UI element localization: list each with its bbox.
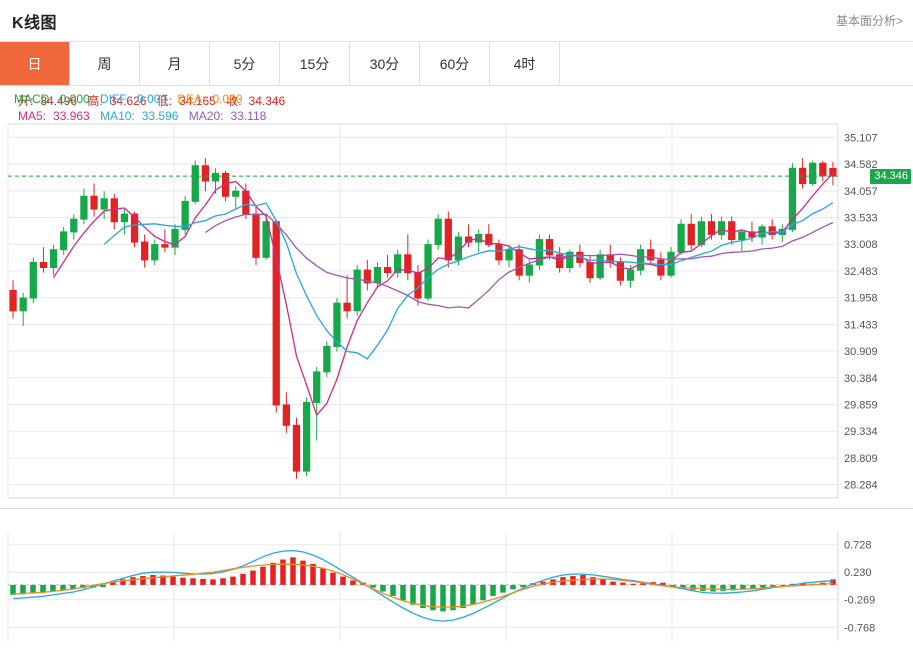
svg-text:0.728: 0.728 <box>844 540 872 552</box>
svg-text:-0.269: -0.269 <box>844 595 875 607</box>
svg-text:29.859: 29.859 <box>844 400 878 412</box>
svg-text:28.284: 28.284 <box>844 480 878 492</box>
tab-30min[interactable]: 30分 <box>350 42 420 85</box>
svg-text:33.533: 33.533 <box>844 213 878 225</box>
tab-5min[interactable]: 5分 <box>210 42 280 85</box>
macd-plot: 0.728 0.230 -0.269 -0.768 <box>7 531 875 641</box>
svg-text:32.483: 32.483 <box>844 266 878 278</box>
chart-container[interactable]: 35.107 34.582 34.057 33.533 33.008 32.483 31.9… <box>0 86 913 650</box>
svg-text:30.909: 30.909 <box>844 346 878 358</box>
svg-text:34.057: 34.057 <box>844 186 878 198</box>
macd-pane[interactable]: 0.728 0.230 -0.269 -0.768 <box>0 508 913 650</box>
last-price-tag: 34.346 <box>870 169 911 185</box>
tab-4hour[interactable]: 4时 <box>490 42 560 85</box>
svg-text:34.582: 34.582 <box>844 159 878 171</box>
page-header: K线图 基本面分析> <box>0 0 913 42</box>
svg-text:35.107: 35.107 <box>844 132 878 144</box>
fundamental-analysis-link[interactable]: 基本面分析> <box>835 14 903 28</box>
svg-text:28.809: 28.809 <box>844 453 878 465</box>
timeframe-tabbar: 日 周 月 5分 15分 30分 60分 4时 <box>0 42 913 86</box>
price-pane[interactable]: 35.107 34.582 34.057 33.533 33.008 32.483 31.9… <box>0 86 913 508</box>
tab-60min[interactable]: 60分 <box>420 42 490 85</box>
tab-week[interactable]: 周 <box>70 42 140 85</box>
candlestick-plot: 35.107 34.582 34.057 33.533 33.008 32.483 31.9… <box>7 123 878 499</box>
tab-15min[interactable]: 15分 <box>280 42 350 85</box>
tab-month[interactable]: 月 <box>140 42 210 85</box>
svg-text:-0.768: -0.768 <box>844 622 875 634</box>
tab-day[interactable]: 日 <box>0 42 70 85</box>
page-title: K线图 <box>12 14 58 32</box>
svg-text:30.384: 30.384 <box>844 373 878 385</box>
svg-text:33.008: 33.008 <box>844 239 878 251</box>
svg-text:31.433: 31.433 <box>844 319 878 331</box>
svg-text:0.230: 0.230 <box>844 567 872 579</box>
svg-text:31.958: 31.958 <box>844 293 878 305</box>
svg-text:29.334: 29.334 <box>844 426 878 438</box>
